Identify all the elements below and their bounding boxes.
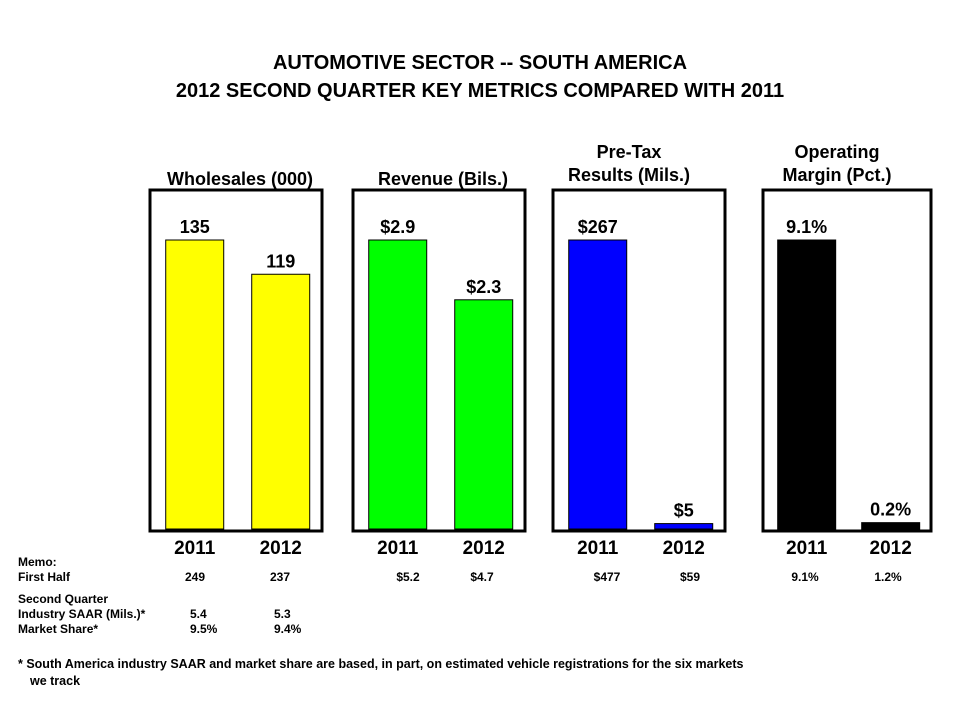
bar-value-label: 9.1% <box>786 217 827 237</box>
bar-value-label: $2.3 <box>466 277 501 297</box>
bar <box>454 299 514 530</box>
memo-first-half-label: First Half <box>18 570 71 584</box>
memo-saar-value: 5.4 <box>190 607 207 621</box>
memo-share-label: Market Share* <box>18 622 99 636</box>
x-tick-label: 2012 <box>463 538 505 559</box>
memo-second-quarter-label: Second Quarter <box>18 592 109 606</box>
bar <box>165 239 225 530</box>
memo-first-half-value: 1.2% <box>874 570 902 584</box>
x-tick-label: 2012 <box>663 538 705 559</box>
chart-panel-frame <box>551 188 727 533</box>
x-tick-label: 2012 <box>870 538 912 559</box>
chart-panel-frame <box>761 188 933 533</box>
footnote-line1: * South America industry SAAR and market… <box>18 657 744 671</box>
chart-panel-frame <box>351 188 527 533</box>
panel-title: Revenue (Bils.) <box>378 169 508 189</box>
bar <box>861 522 921 530</box>
memo-share-value: 9.5% <box>190 622 218 636</box>
memo-first-half-value: 249 <box>184 570 206 584</box>
bar <box>777 239 837 530</box>
memo-first-half-value: 9.1% <box>791 570 819 584</box>
panel-title: Pre-Tax <box>597 142 662 162</box>
memo-heading: Memo: <box>18 555 57 569</box>
bar <box>368 239 428 530</box>
chart-panel-frame <box>148 188 324 533</box>
chart-title-line1: AUTOMOTIVE SECTOR -- SOUTH AMERICA <box>272 52 688 74</box>
bar-value-label: $2.9 <box>380 217 415 237</box>
x-tick-label: 2011 <box>577 538 619 559</box>
x-tick-label: 2011 <box>174 538 216 559</box>
bar-value-label: 0.2% <box>870 500 911 520</box>
footnote-line2: we track <box>30 674 81 688</box>
panel-title: Results (Mils.) <box>568 165 690 185</box>
bar <box>251 273 311 530</box>
x-tick-label: 2012 <box>260 538 302 559</box>
memo-first-half-value: $5.2 <box>396 570 420 584</box>
memo-first-half-value: $59 <box>679 570 701 584</box>
memo-saar-value: 5.3 <box>274 607 291 621</box>
footnote: * South America industry SAAR and market… <box>18 656 918 690</box>
panel-title: Wholesales (000) <box>167 169 313 189</box>
memo-saar-label: Industry SAAR (Mils.)* <box>18 607 146 621</box>
x-tick-label: 2011 <box>786 538 828 559</box>
memo-first-half-value: 237 <box>269 570 291 584</box>
memo-first-half-value: $4.7 <box>470 570 494 584</box>
bar-value-label: 119 <box>266 251 295 271</box>
bar <box>654 523 714 530</box>
bar <box>568 239 628 530</box>
chart-title-line2: 2012 SECOND QUARTER KEY METRICS COMPARED… <box>175 80 785 102</box>
x-tick-label: 2011 <box>377 538 419 559</box>
memo-first-half-value: $477 <box>593 570 621 584</box>
panel-title: Margin (Pct.) <box>782 165 891 185</box>
panel-title: Operating <box>794 142 879 162</box>
bar-value-label: $5 <box>674 501 694 521</box>
memo-share-value: 9.4% <box>274 622 302 636</box>
bar-value-label: $267 <box>578 217 618 237</box>
bar-value-label: 135 <box>180 217 210 237</box>
